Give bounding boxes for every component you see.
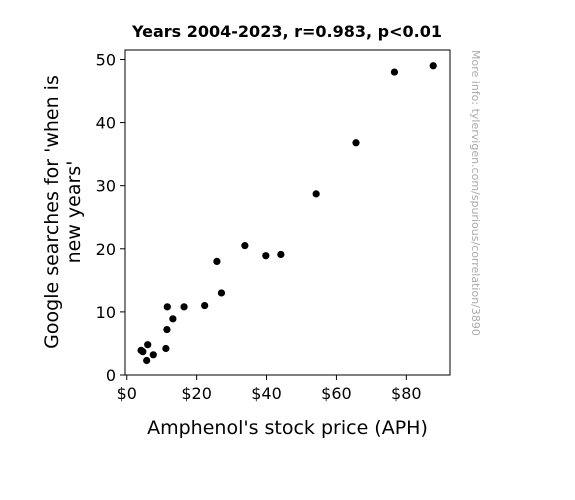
y-axis-label-line-1: Google searches for 'when is: [41, 75, 63, 349]
x-axis-label: Amphenol's stock price (APH): [147, 417, 428, 439]
plot-area: $0 $20 $40 $60 $80 0 10 20 30 40 50: [96, 49, 451, 403]
data-point: [149, 351, 157, 359]
data-point: [163, 325, 171, 334]
x-tick-label: $20: [181, 384, 212, 403]
data-point: [162, 344, 170, 353]
y-tick-label: 10: [96, 303, 116, 322]
data-point: [277, 250, 285, 259]
y-axis-label: Google searches for 'when is new years': [41, 75, 85, 349]
chart-title: Years 2004-2023, r=0.983, p<0.01: [131, 22, 442, 41]
data-point: [144, 341, 152, 349]
x-tick-label: $60: [321, 384, 352, 403]
data-point: [163, 303, 171, 311]
x-tick-label: $80: [391, 384, 422, 403]
y-tick-label: 40: [96, 114, 116, 133]
data-point: [390, 68, 399, 76]
data-point: [429, 62, 437, 70]
y-tick-label: 50: [96, 50, 116, 69]
data-point: [352, 139, 360, 147]
x-tick-label: $0: [117, 384, 137, 403]
data-point: [143, 356, 151, 365]
x-tick-label: $40: [251, 384, 282, 403]
data-point: [213, 257, 221, 266]
data-point: [217, 289, 226, 297]
y-tick-label: 0: [106, 366, 116, 385]
data-point: [262, 252, 270, 260]
data-point: [241, 242, 249, 250]
data-point: [169, 315, 177, 323]
plot-frame: [124, 49, 451, 376]
data-point: [312, 190, 320, 198]
y-tick-label: 20: [96, 240, 116, 259]
y-axis-label-line-2: new years': [63, 161, 85, 264]
data-point: [180, 303, 188, 311]
y-tick-label: 30: [96, 177, 116, 196]
source-note: More info: tylervigen.com/spurious/corre…: [469, 50, 482, 336]
data-point: [139, 348, 147, 356]
data-point: [201, 301, 209, 310]
